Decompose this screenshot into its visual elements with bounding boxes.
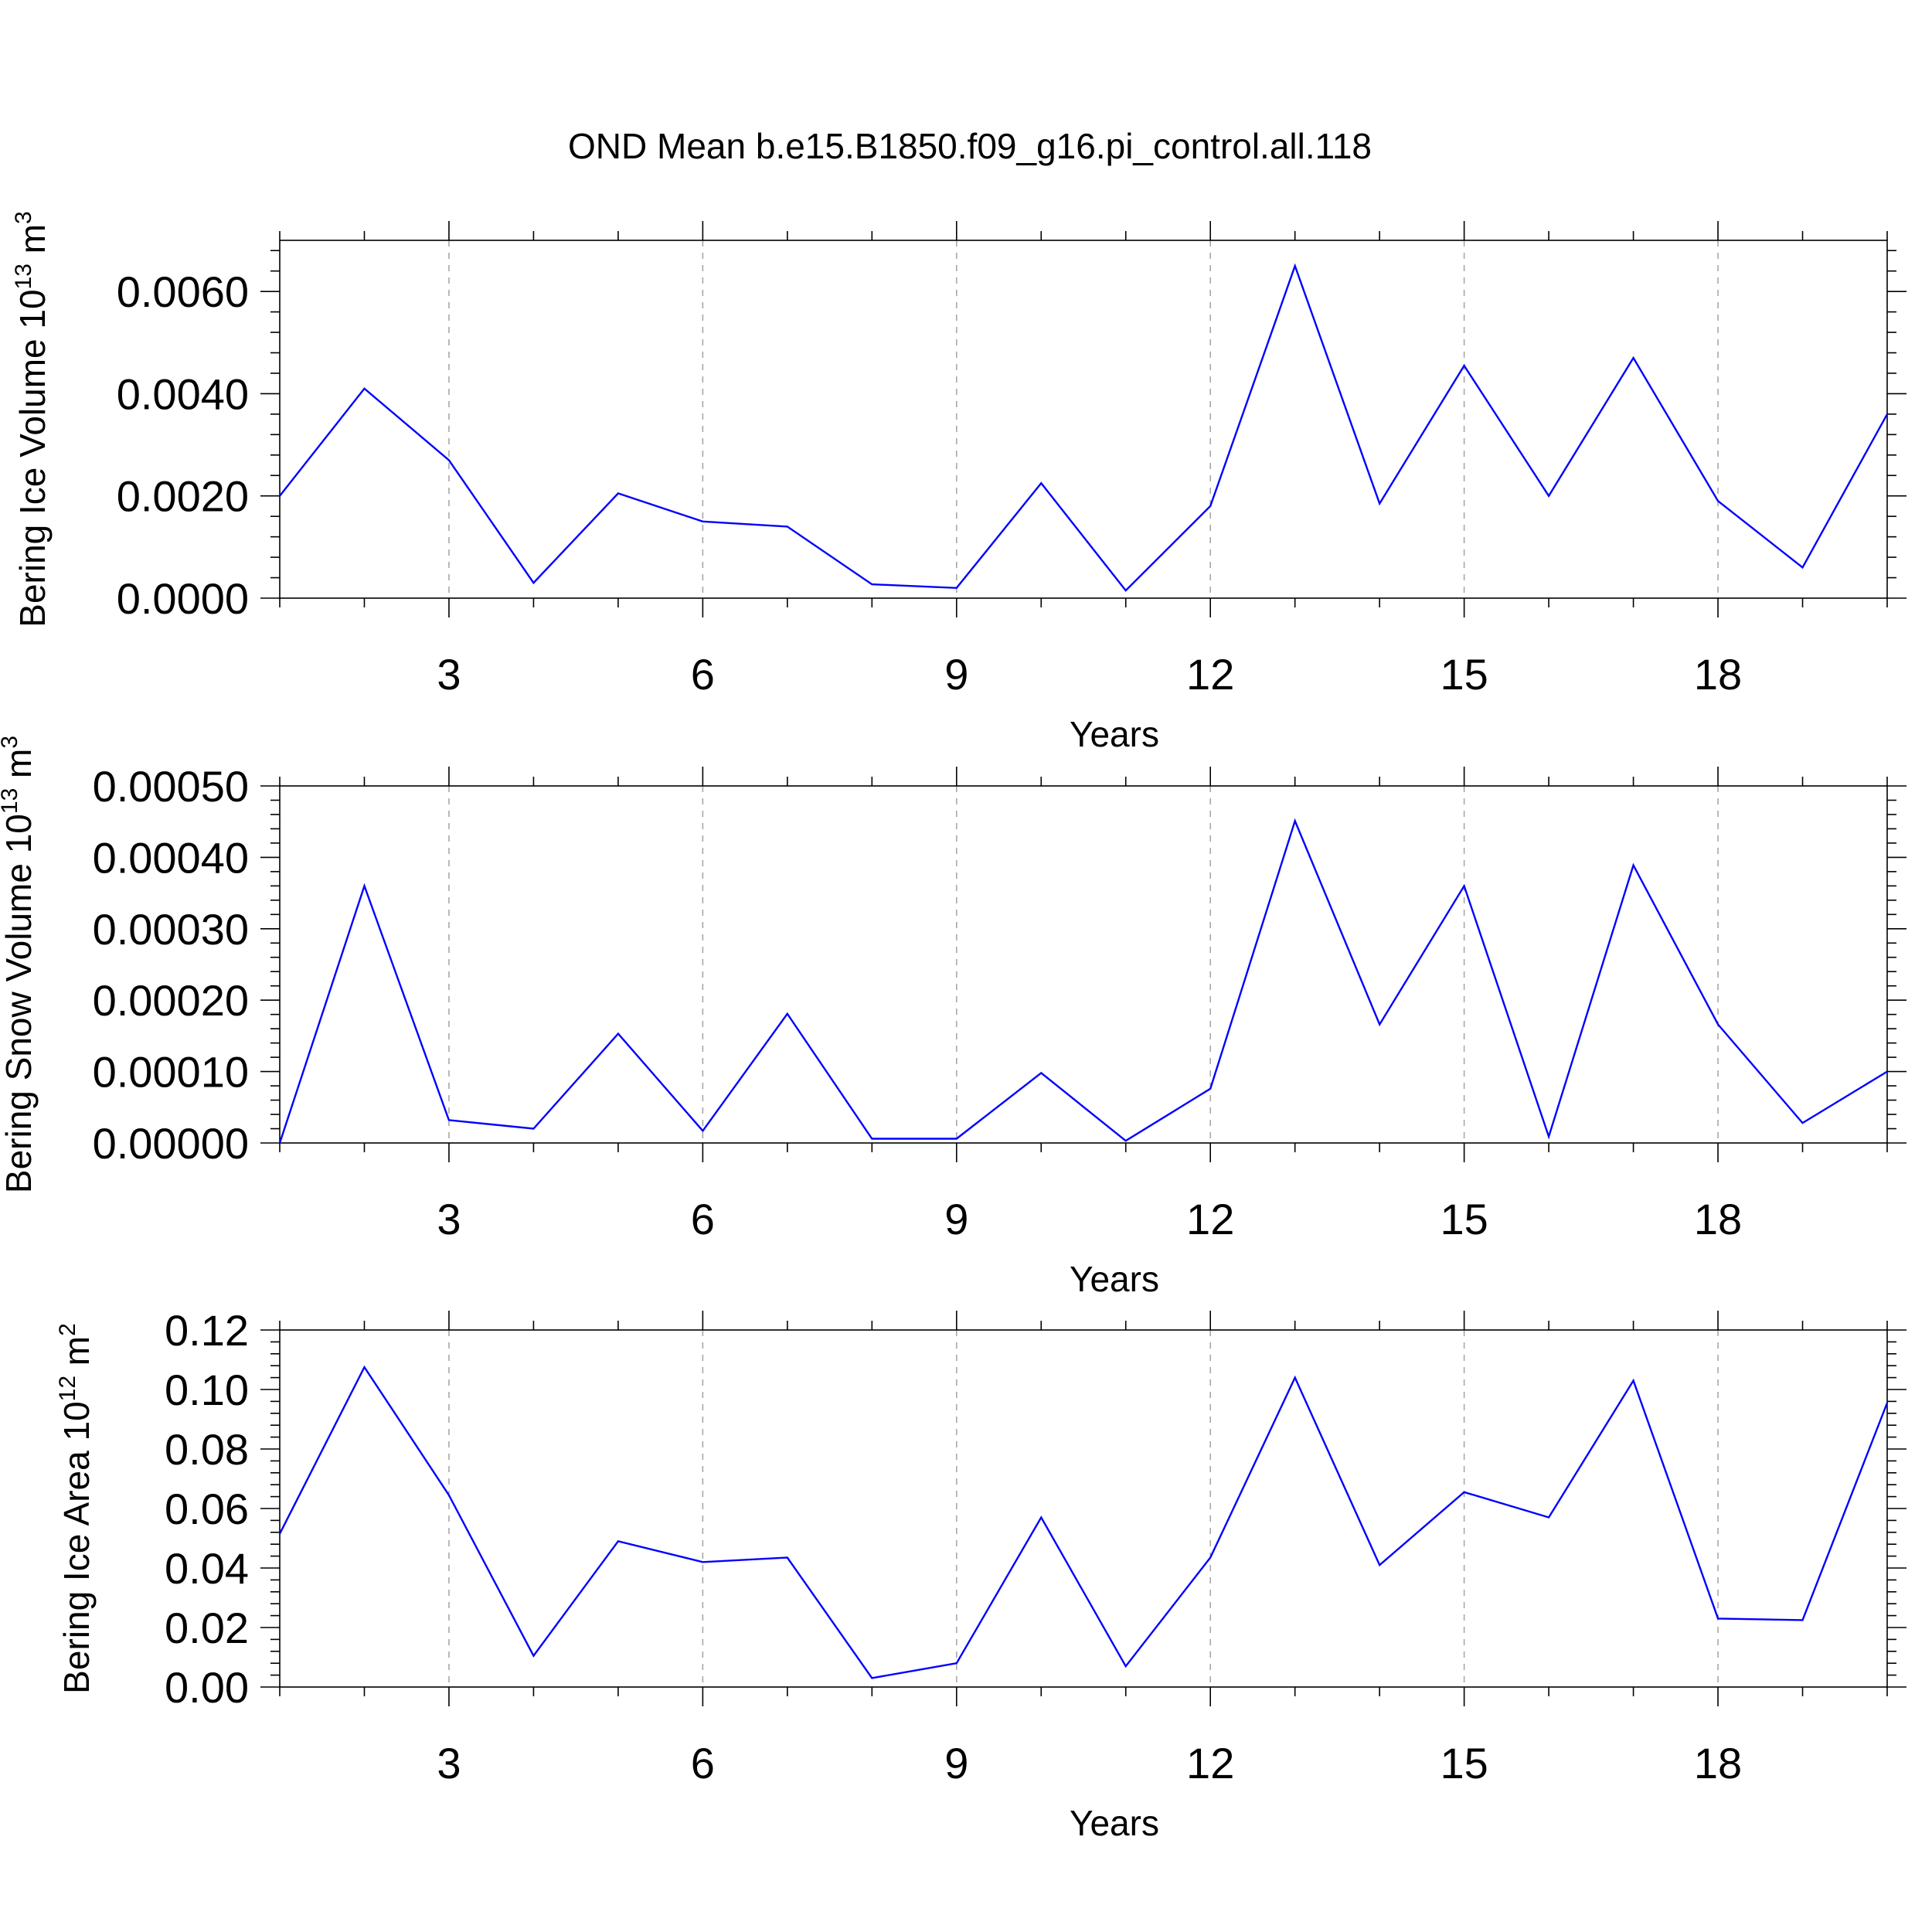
- x-tick-label: 9: [944, 1195, 968, 1243]
- x-tick-label: 3: [437, 1739, 461, 1787]
- y-tick-label: 0.0040: [117, 369, 249, 418]
- chart-panel-3: 3 6 9 12 15 18 0.00 0.02 0.04 0.06 0.08 0.10 0.12 Yea…: [55, 1306, 1906, 1843]
- x-tick-label: 12: [1186, 1195, 1234, 1243]
- y-axis-title-text: Bering Ice Area 10: [56, 1401, 97, 1693]
- x-tick-label: 12: [1186, 1739, 1234, 1787]
- chart-panel-1: 3 6 9 12 15 18 0.0000 0.0020 0.0040 0.0060 Years Be…: [11, 211, 1906, 754]
- x-tick-label: 15: [1440, 1739, 1488, 1787]
- x-axis-title: Years: [1070, 1259, 1159, 1299]
- y-tick-label: 0.00050: [93, 762, 249, 811]
- x-tick-label: 15: [1440, 1195, 1488, 1243]
- y-tick-label: 0.0020: [117, 472, 249, 521]
- y-tick-label: 0.00000: [93, 1119, 249, 1168]
- figure-title: OND Mean b.e15.B1850.f09_g16.pi_control.…: [568, 126, 1372, 166]
- y-tick-label: 0.0000: [117, 574, 249, 623]
- series-line: [278, 818, 1888, 1144]
- x-tick-label: 9: [944, 1739, 968, 1787]
- y-tick-label: 0.10: [165, 1366, 249, 1414]
- x-tick-label: 18: [1694, 650, 1742, 699]
- y-axis-title: Bering Ice Area 1012 m2: [55, 1323, 97, 1694]
- y-axis-title-exponent: 13: [11, 264, 36, 289]
- y-tick-label: 0.06: [165, 1485, 249, 1533]
- y-tick-label: 0.02: [165, 1604, 249, 1652]
- x-tick-label: 12: [1186, 650, 1234, 699]
- x-tick-label: 6: [691, 1739, 715, 1787]
- x-tick-label: 18: [1694, 1739, 1742, 1787]
- y-axis-title-text: Bering Ice Volume 10: [12, 289, 53, 627]
- x-tick-label: 15: [1440, 650, 1488, 699]
- y-axis-title-exponent: 3: [0, 736, 22, 749]
- x-axis-title: Years: [1070, 714, 1159, 754]
- y-tick-label: 0.12: [165, 1306, 249, 1355]
- y-axis-title-text: m: [56, 1336, 97, 1376]
- series-line: [278, 1365, 1889, 1679]
- x-tick-label: 3: [437, 1195, 461, 1243]
- x-tick-label: 6: [691, 1195, 715, 1243]
- y-axis-title: Bering Ice Volume 1013 m3: [11, 211, 53, 627]
- y-tick-label: 0.00010: [93, 1048, 249, 1097]
- y-tick-label: 0.00: [165, 1663, 249, 1712]
- series-line: [279, 263, 1889, 592]
- y-tick-label: 0.00020: [93, 976, 249, 1025]
- y-axis-title-text: m: [0, 749, 39, 788]
- y-axis-title-exponent: 3: [11, 211, 36, 224]
- y-axis-title-exponent: 2: [55, 1323, 80, 1336]
- x-tick-label: 9: [944, 650, 968, 699]
- y-tick-label: 0.00030: [93, 905, 249, 954]
- y-tick-label: 0.08: [165, 1425, 249, 1474]
- y-axis-title-exponent: 12: [55, 1376, 80, 1401]
- x-tick-label: 18: [1694, 1195, 1742, 1243]
- chart-panel-2: 3 6 9 12 15 18 0.00000 0.00010 0.00020 0.00030 0.0…: [0, 736, 1906, 1299]
- y-tick-label: 0.00040: [93, 833, 249, 882]
- y-axis-title: Bering Snow Volume 1013 m3: [0, 736, 39, 1193]
- y-tick-label: 0.0060: [117, 267, 249, 316]
- plot-frame: [279, 240, 1888, 599]
- y-tick-label: 0.04: [165, 1544, 249, 1593]
- y-axis-title-exponent: 13: [0, 788, 22, 814]
- plot-frame: [279, 785, 1888, 1144]
- x-axis-title: Years: [1070, 1803, 1159, 1843]
- x-tick-label: 3: [437, 650, 461, 699]
- panels: 3 6 9 12 15 18 0.0000 0.0020 0.0040 0.0060 Years Be…: [0, 211, 1906, 1843]
- y-axis-title-text: Bering Snow Volume 10: [0, 814, 39, 1193]
- x-tick-label: 6: [691, 650, 715, 699]
- y-axis-title-text: m: [12, 224, 53, 264]
